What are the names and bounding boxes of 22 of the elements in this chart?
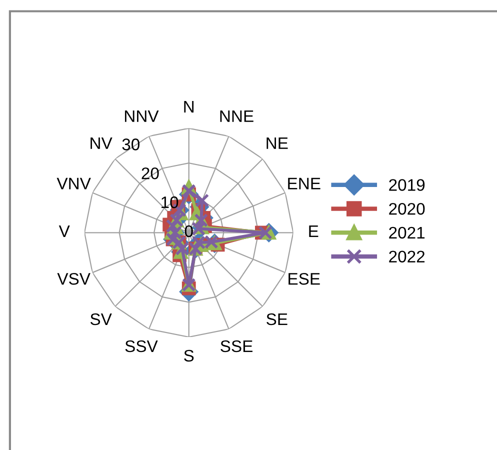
- spoke-label: ESE: [288, 272, 320, 285]
- spoke-label: ENE: [288, 178, 320, 190]
- legend-label: 2019: [389, 179, 425, 191]
- legend-label: 2022: [389, 250, 425, 262]
- spoke-label: NNE: [220, 110, 254, 122]
- spoke-label: SSV: [125, 340, 158, 352]
- y-tick-label: 20: [142, 167, 159, 180]
- legend-label: 2021: [389, 226, 425, 239]
- spoke-label: VSV: [57, 272, 90, 285]
- spoke-label: E: [309, 225, 318, 237]
- spoke-label: VNV: [56, 178, 91, 190]
- legend-label: 2020: [389, 202, 425, 215]
- spoke-label: V: [58, 225, 70, 237]
- spoke-label: SE: [266, 313, 288, 326]
- spoke-label: SSE: [220, 340, 252, 352]
- spoke-label: S: [184, 350, 194, 362]
- spoke-label: NE: [266, 137, 288, 149]
- spoke-label: NV: [90, 137, 112, 149]
- spoke-label: NNV: [124, 110, 159, 122]
- y-tick-label: 30: [122, 138, 140, 150]
- spoke-label: N: [184, 100, 194, 112]
- spoke-label: SV: [90, 313, 112, 326]
